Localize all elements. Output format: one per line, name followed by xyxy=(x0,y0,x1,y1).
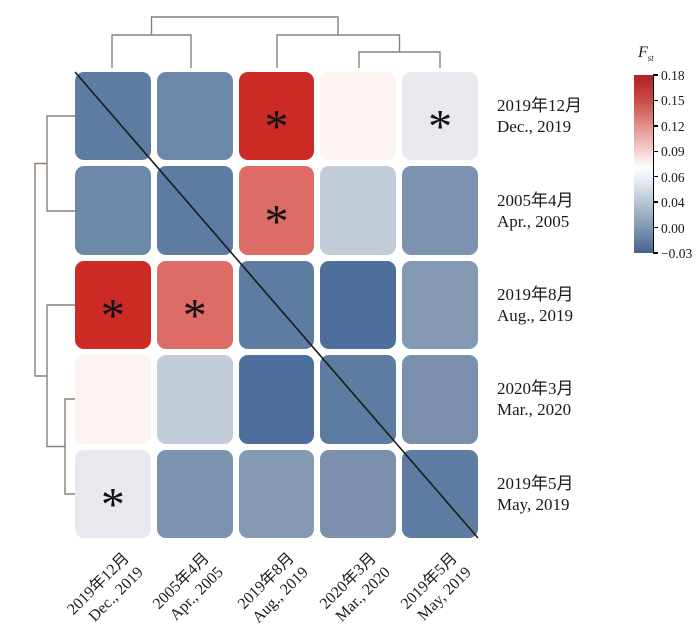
column-label-2: 2005年4月 Apr., 2005 xyxy=(149,549,228,628)
column-label-1: 2019年12月 Dec., 2019 xyxy=(63,549,147,633)
legend-tick-mark xyxy=(653,99,658,102)
heatmap-cell-r4c2 xyxy=(156,355,233,444)
legend-title-main: F xyxy=(638,44,648,61)
heatmap-cell-r5c2 xyxy=(156,449,233,538)
heatmap-cell-r4c3 xyxy=(238,355,315,444)
legend-tick-label: 0.15 xyxy=(661,93,685,109)
heatmap-cell-r2c3: * xyxy=(238,166,315,255)
significance-asterisk: * xyxy=(264,195,289,249)
row-label-2: 2005年4月 Apr., 2005 xyxy=(497,189,647,233)
significance-asterisk: * xyxy=(100,478,125,532)
significance-asterisk: * xyxy=(264,100,289,154)
heatmap-cell-r1c5: * xyxy=(402,72,478,161)
heatmap-cell-r3c1: * xyxy=(75,260,151,350)
row-label-zh: 2019年5月 xyxy=(497,473,574,493)
legend-tick-mark xyxy=(653,150,658,152)
row-label-zh: 2005年4月 xyxy=(497,190,574,210)
heatmap-grid: * * * * * * xyxy=(75,72,478,538)
legend-title-subscript: st xyxy=(647,53,654,64)
heatmap-cell-r1c4 xyxy=(320,72,397,161)
heatmap-cell-r2c1 xyxy=(75,166,151,255)
legend-tick-mark xyxy=(653,125,658,127)
legend-colorbar xyxy=(634,75,654,253)
legend-tick-mark xyxy=(653,74,658,76)
column-label-5: 2019年5月 May, 2019 xyxy=(397,549,476,628)
legend-tick-label: 0.00 xyxy=(661,220,685,236)
heatmap-cell-r3c4 xyxy=(320,260,397,350)
heatmap-cell-r4c5 xyxy=(402,355,478,444)
heatmap-cell-r5c3 xyxy=(238,449,315,538)
row-label-en: May, 2019 xyxy=(497,495,570,514)
legend-tick-mark xyxy=(653,201,658,203)
row-dendrogram xyxy=(34,115,75,495)
heatmap-cell-r4c4 xyxy=(320,355,397,444)
column-dendrogram xyxy=(111,16,441,68)
heatmap-cell-r1c3: * xyxy=(238,72,315,161)
row-label-3: 2019年8月 Aug., 2019 xyxy=(497,283,647,327)
heatmap-cell-r1c1 xyxy=(75,72,151,161)
heatmap-cell-r4c1 xyxy=(75,355,151,444)
row-label-en: Mar., 2020 xyxy=(497,400,572,419)
row-label-1: 2019年12月 Dec., 2019 xyxy=(497,94,647,138)
column-label-4: 2020年3月 Mar., 2020 xyxy=(316,549,395,628)
significance-asterisk: * xyxy=(182,289,207,343)
heatmap-cell-r2c4 xyxy=(320,166,397,255)
legend-tick-label: 0.06 xyxy=(661,169,685,185)
heatmap-cell-r5c4 xyxy=(320,449,397,538)
row-label-zh: 2019年8月 xyxy=(497,284,574,304)
heatmap-cell-r3c5 xyxy=(402,260,478,350)
legend-tick-label: 0.18 xyxy=(661,68,685,83)
row-label-5: 2019年5月 May, 2019 xyxy=(497,472,647,516)
heatmap-cell-r2c2 xyxy=(156,166,233,255)
heatmap-cell-r3c2: * xyxy=(156,260,233,350)
legend-title: Fst xyxy=(638,44,654,63)
row-label-en: Aug., 2019 xyxy=(497,306,574,325)
significance-asterisk: * xyxy=(100,289,125,343)
column-label-3: 2019年8月 Aug., 2019 xyxy=(234,549,313,628)
heatmap-cell-r5c5 xyxy=(402,449,478,538)
heatmap-cell-r1c2 xyxy=(156,72,233,161)
heatmap-cell-r3c3 xyxy=(238,260,315,350)
row-label-en: Apr., 2005 xyxy=(497,212,570,231)
legend-tick-label: 0.04 xyxy=(661,195,685,211)
legend-tick-mark xyxy=(653,226,658,229)
row-label-zh: 2020年3月 xyxy=(497,378,574,398)
legend-tick-mark xyxy=(653,252,658,254)
significance-asterisk: * xyxy=(428,100,453,154)
legend-tick-label: 0.12 xyxy=(661,118,685,134)
heatmap-cell-r2c5 xyxy=(402,166,478,255)
row-label-4: 2020年3月 Mar., 2020 xyxy=(497,377,647,421)
legend-tick-label: 0.09 xyxy=(661,144,685,160)
legend-tick-label: −0.03 xyxy=(661,246,693,261)
row-label-en: Dec., 2019 xyxy=(497,117,572,136)
heatmap-cell-r5c1: * xyxy=(75,449,151,538)
legend-tick-mark xyxy=(653,176,658,178)
row-label-zh: 2019年12月 xyxy=(497,95,582,115)
